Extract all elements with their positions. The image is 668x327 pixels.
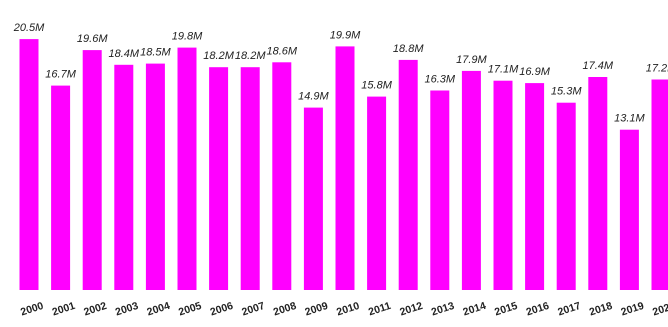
- bar-2002: [82, 50, 102, 290]
- bar-2008: [272, 62, 292, 290]
- bars-group: [19, 39, 668, 291]
- x-tick-label-2019: 2019: [620, 300, 646, 319]
- value-label-2020: 17.2M: [646, 63, 668, 75]
- bar-2006: [209, 67, 229, 290]
- bar-2020: [651, 79, 668, 290]
- value-label-2018: 17.4M: [583, 60, 614, 72]
- value-label-2000: 20.5M: [13, 22, 45, 34]
- bar-2001: [51, 85, 71, 290]
- value-label-2019: 13.1M: [614, 113, 645, 125]
- x-tick-label-2010: 2010: [335, 300, 361, 319]
- bar-2015: [493, 80, 513, 290]
- value-label-2004: 18.5M: [140, 47, 171, 59]
- bar-2012: [398, 59, 418, 291]
- value-label-2003: 18.4M: [109, 48, 140, 60]
- value-label-2012: 18.8M: [393, 43, 424, 55]
- value-label-2008: 18.6M: [267, 45, 298, 57]
- bar-2004: [145, 63, 165, 290]
- x-tick-label-2005: 2005: [177, 300, 203, 319]
- value-label-2013: 16.3M: [425, 74, 456, 86]
- bar-2009: [303, 107, 323, 290]
- value-label-2002: 19.6M: [77, 33, 108, 45]
- bar-2018: [588, 77, 608, 290]
- x-tick-label-2012: 2012: [398, 300, 424, 319]
- value-label-2007: 18.2M: [235, 50, 266, 62]
- value-label-2009: 14.9M: [298, 91, 329, 103]
- x-tick-label-2016: 2016: [525, 300, 551, 319]
- x-tick-label-2020: 2020: [651, 300, 668, 319]
- value-label-2005: 19.8M: [172, 31, 203, 43]
- x-tick-label-2015: 2015: [493, 300, 519, 319]
- x-tick-label-2002: 2002: [82, 300, 108, 319]
- bar-2003: [114, 64, 134, 290]
- value-label-2006: 18.2M: [203, 50, 234, 62]
- x-tick-label-2000: 2000: [19, 300, 45, 319]
- value-label-2001: 16.7M: [45, 69, 76, 81]
- value-label-2010: 19.9M: [330, 29, 361, 41]
- x-tick-label-2018: 2018: [588, 300, 614, 319]
- value-label-2017: 15.3M: [551, 86, 582, 98]
- value-label-2016: 16.9M: [519, 66, 550, 78]
- x-tick-label-2001: 2001: [51, 300, 77, 319]
- bar-2010: [335, 46, 355, 291]
- value-label-2014: 17.9M: [456, 54, 487, 66]
- bar-2013: [430, 90, 450, 290]
- x-tick-label-2009: 2009: [304, 300, 330, 319]
- bar-2007: [240, 67, 260, 290]
- bar-2017: [556, 102, 576, 290]
- x-tick-label-2008: 2008: [272, 300, 298, 319]
- x-tick-label-2004: 2004: [146, 300, 172, 319]
- value-label-2015: 17.1M: [488, 64, 519, 76]
- x-tick-label-2007: 2007: [240, 300, 266, 319]
- x-tick-label-2003: 2003: [114, 300, 140, 319]
- value-label-2011: 15.8M: [361, 80, 392, 92]
- x-tick-label-2013: 2013: [430, 300, 456, 319]
- x-tick-label-2014: 2014: [462, 300, 488, 319]
- bar-2005: [177, 47, 197, 290]
- x-tick-label-2011: 2011: [367, 300, 393, 319]
- bar-2019: [619, 129, 639, 290]
- x-tick-labels-group: 2000 2001 2002 2003 2004 2005 2006 2007 2008 2009…: [19, 300, 668, 319]
- bar-2016: [525, 83, 545, 290]
- x-tick-label-2017: 2017: [556, 300, 582, 319]
- bar-2014: [461, 70, 481, 291]
- bar-2000: [19, 39, 39, 290]
- bar-2011: [367, 96, 387, 290]
- x-tick-label-2006: 2006: [209, 300, 235, 319]
